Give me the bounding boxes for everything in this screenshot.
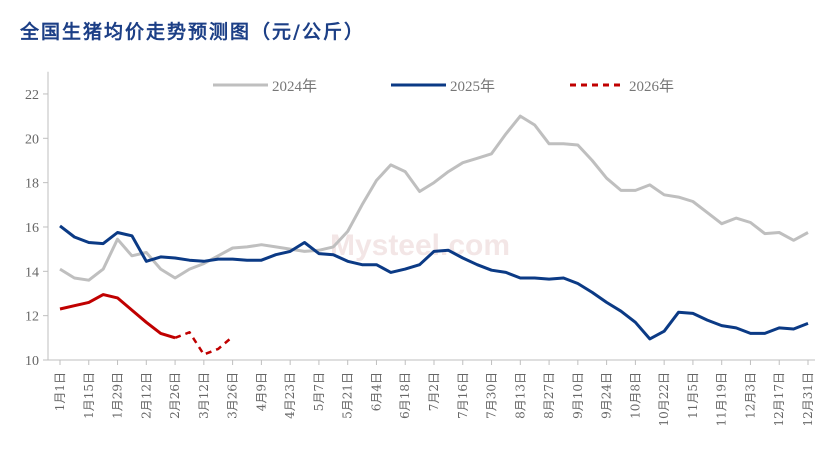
y-tick-label: 16: [25, 221, 39, 236]
x-tick-label: 7月30日: [485, 372, 499, 419]
x-tick-label: 10月8日: [628, 372, 642, 419]
x-tick-label: 3月26日: [226, 372, 240, 419]
legend-label: 2026年: [629, 78, 674, 95]
y-tick-label: 10: [25, 354, 39, 369]
x-tick-label: 1月29日: [111, 372, 125, 419]
x-tick-label: 7月2日: [427, 372, 441, 411]
watermark-logo: Mysteel.com: [330, 229, 510, 262]
legend-label: 2024年: [272, 78, 317, 95]
x-tick-label: 1月15日: [82, 372, 96, 419]
y-tick-label: 14: [25, 265, 39, 280]
x-tick-label: 6月4日: [369, 372, 383, 411]
chart-title: 全国生猪均价走势预测图（元/公斤）: [20, 21, 365, 43]
x-tick-label: 9月10日: [571, 372, 585, 419]
x-tick-label: 4月9日: [254, 372, 268, 411]
x-tick-label: 10月22日: [657, 372, 671, 427]
series-line-2026: [59, 293, 176, 340]
x-tick-label: 8月27日: [542, 372, 556, 419]
x-tick-label: 2月12日: [139, 372, 153, 419]
x-tick-label: 12月3日: [743, 372, 757, 419]
x-tick-label: 12月17日: [772, 372, 786, 427]
x-tick-label: 7月16日: [456, 372, 470, 419]
x-tick-label: 9月24日: [600, 372, 614, 419]
x-tick-label: 11月5日: [686, 372, 700, 419]
x-tick-label: 12月31日: [801, 372, 815, 427]
x-tick-label: 2月26日: [168, 372, 182, 419]
x-tick-label: 3月12日: [197, 372, 211, 419]
x-tick-label: 5月21日: [341, 372, 355, 419]
series-line-2026-forecast: [174, 331, 234, 356]
y-tick-label: 22: [25, 88, 39, 103]
series-line-2024: [59, 114, 809, 282]
y-tick-label: 12: [25, 310, 39, 325]
x-tick-label: 6月18日: [398, 372, 412, 419]
x-tick-label: 8月13日: [513, 372, 527, 419]
x-tick-label: 4月23日: [283, 372, 297, 419]
x-tick-label: 5月7日: [312, 372, 326, 411]
x-tick-label: 1月1日: [53, 372, 67, 411]
y-tick-label: 18: [25, 177, 39, 192]
legend-label: 2025年: [450, 78, 495, 95]
y-tick-label: 20: [25, 132, 39, 147]
x-tick-label: 11月19日: [715, 372, 729, 427]
series-line-2025: [59, 224, 809, 341]
